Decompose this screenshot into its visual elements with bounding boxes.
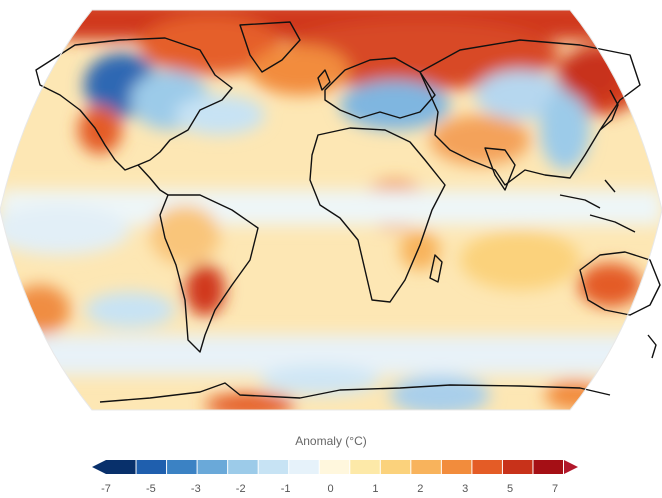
colorbar-tick-label: -1 (281, 483, 291, 495)
colorbar-swatch (136, 460, 167, 474)
colorbar-swatch (197, 460, 228, 474)
colorbar-swatch (502, 460, 533, 474)
colorbar-swatch (350, 460, 380, 474)
globe-border (0, 9, 662, 411)
europe-outline (324, 57, 436, 119)
madagascar-outline (429, 254, 443, 283)
colorbar-tick-label: 0 (327, 483, 333, 495)
colorbar-low-arrow (92, 460, 106, 474)
colorbar-ticks: -7 -5 -3 -2 -1 0 1 2 3 5 7 (101, 483, 558, 495)
colorbar-swatch (472, 460, 502, 474)
temperature-anomaly-map (0, 9, 662, 411)
colorbar-tick-label: 1 (372, 483, 378, 495)
colorbar-swatch (380, 460, 411, 474)
greenland-outline (239, 21, 301, 73)
colorbar-tick-label: -3 (191, 483, 201, 495)
colorbar-swatch (441, 460, 472, 474)
antarctica-outline (99, 382, 611, 403)
asia-outline (419, 39, 641, 186)
india-outline (484, 147, 516, 191)
japan-outline (599, 89, 619, 131)
colorbar-swatch (258, 460, 289, 474)
new-zealand-outline (647, 334, 657, 359)
colorbar-tick-label: -2 (236, 483, 246, 495)
colorbar-tick-label: 2 (417, 483, 423, 495)
australia-outline (579, 251, 661, 316)
central-america-outline (137, 164, 169, 196)
colorbar-tick-label: -5 (146, 483, 156, 495)
north-america-outline (35, 37, 233, 171)
africa-outline (309, 127, 446, 303)
colorbar-tick-label: 5 (507, 483, 513, 495)
colorbar-tick-label: -7 (101, 483, 111, 495)
colorbar-swatches (92, 460, 578, 474)
colorbar-swatch (533, 460, 563, 474)
legend-title: Anomaly (°C) (295, 434, 367, 448)
anomaly-field (0, 10, 662, 410)
colorbar-swatch (411, 460, 441, 474)
uk-outline (317, 69, 331, 91)
colorbar-high-arrow (564, 460, 578, 474)
south-america-outline (159, 194, 259, 353)
colorbar-tick-label: 3 (462, 483, 468, 495)
colorbar-swatch (228, 460, 258, 474)
sea-islands-outline (559, 179, 636, 233)
colorbar-swatch (319, 460, 350, 474)
colorbar-swatch (167, 460, 197, 474)
colorbar-swatch (106, 460, 136, 474)
colorbar-tick-label: 7 (552, 483, 558, 495)
colorbar: -7 -5 -3 -2 -1 0 1 2 3 5 7 (92, 460, 578, 495)
colorbar-swatch (289, 460, 319, 474)
coastlines (35, 21, 661, 403)
